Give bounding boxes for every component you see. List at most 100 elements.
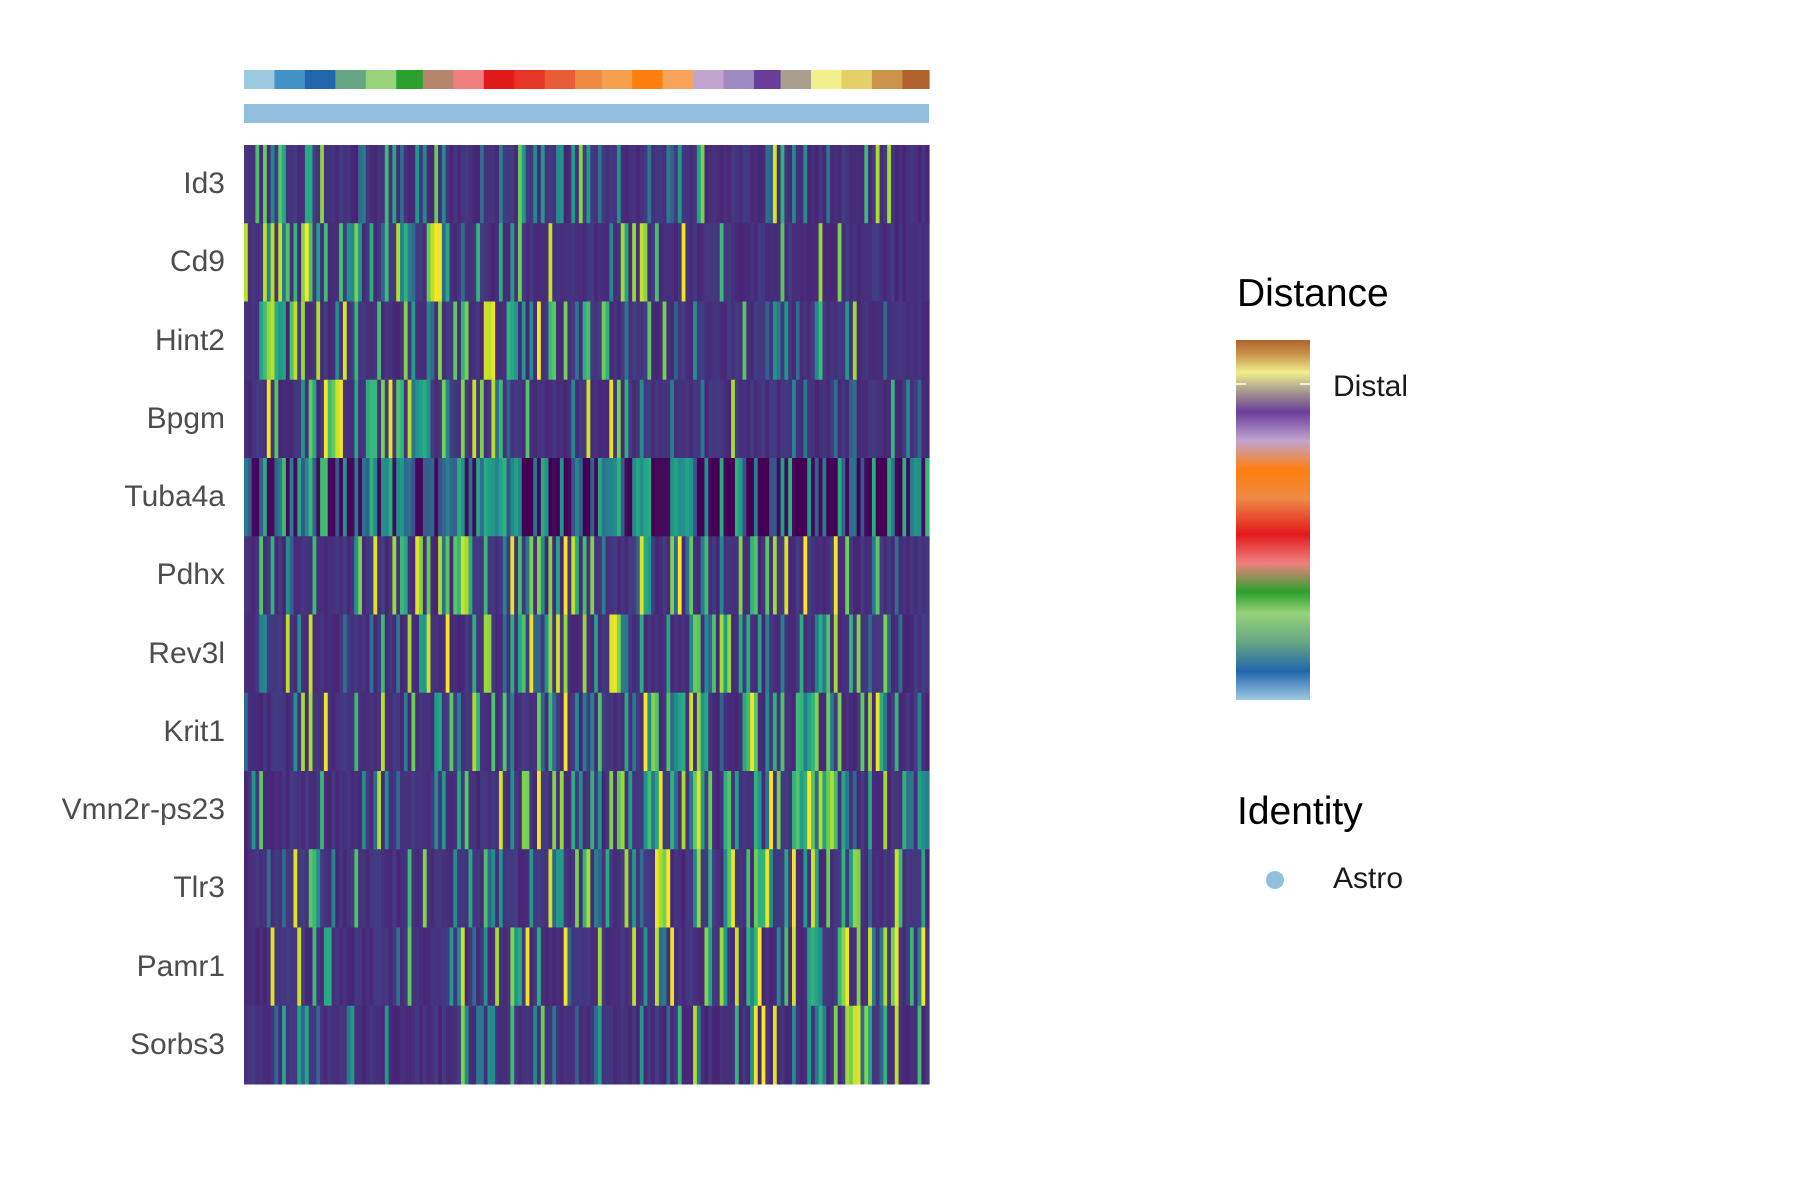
heatmap-cell bbox=[590, 379, 595, 459]
heatmap-cell bbox=[727, 379, 732, 459]
heatmap-cell bbox=[890, 1005, 896, 1085]
heatmap-cell bbox=[335, 223, 340, 302]
distance-annotation-cell bbox=[594, 70, 599, 89]
heatmap-cell bbox=[913, 614, 919, 694]
heatmap-cell bbox=[613, 458, 618, 537]
heatmap-cell bbox=[860, 849, 865, 928]
heatmap-cell bbox=[464, 849, 470, 928]
distance-annotation-cell bbox=[327, 70, 333, 89]
heatmap-cell bbox=[293, 145, 298, 224]
heatmap-cell bbox=[472, 301, 477, 381]
heatmap-cell bbox=[807, 458, 812, 537]
heatmap-cell bbox=[411, 927, 416, 1007]
heatmap-cell bbox=[434, 145, 439, 224]
heatmap-cell bbox=[434, 301, 439, 381]
distance-annotation-cell bbox=[259, 70, 264, 89]
distance-annotation-cell bbox=[719, 70, 725, 89]
heatmap-cell bbox=[906, 145, 911, 224]
heatmap-cell bbox=[818, 692, 824, 772]
heatmap-cell bbox=[670, 771, 675, 850]
heatmap-cell bbox=[849, 927, 854, 1007]
heatmap-cell bbox=[537, 379, 542, 459]
heatmap-cell bbox=[723, 379, 728, 459]
heatmap-cell bbox=[521, 458, 527, 537]
heatmap-cell bbox=[331, 849, 336, 928]
heatmap-cell bbox=[346, 145, 352, 224]
heatmap-cell bbox=[875, 379, 881, 459]
heatmap-cell bbox=[807, 1005, 812, 1085]
heatmap-cell bbox=[647, 614, 652, 694]
heatmap-cell bbox=[312, 145, 317, 224]
heatmap-cell bbox=[358, 927, 363, 1007]
heatmap-cell bbox=[666, 1005, 671, 1085]
heatmap-cell bbox=[837, 692, 843, 772]
heatmap-cell bbox=[472, 692, 477, 772]
heatmap-cell bbox=[715, 692, 721, 772]
heatmap-cell bbox=[620, 771, 626, 850]
heatmap-cell bbox=[472, 223, 477, 302]
heatmap-cell bbox=[731, 223, 736, 302]
heatmap-cell bbox=[582, 771, 588, 850]
heatmap-cell bbox=[830, 849, 835, 928]
heatmap-cell bbox=[613, 927, 618, 1007]
heatmap-cell bbox=[384, 536, 390, 615]
heatmap-cell bbox=[304, 771, 310, 850]
heatmap-cell bbox=[913, 145, 919, 224]
heatmap-cell bbox=[658, 458, 664, 537]
heatmap-cell bbox=[464, 614, 470, 694]
heatmap-cell bbox=[674, 379, 679, 459]
heatmap-cell bbox=[792, 614, 797, 694]
heatmap-cell bbox=[441, 849, 447, 928]
heatmap-cell bbox=[323, 692, 329, 772]
heatmap-cell bbox=[738, 849, 744, 928]
heatmap-cell bbox=[552, 849, 557, 928]
heatmap-cell bbox=[658, 145, 664, 224]
heatmap-cell bbox=[898, 301, 903, 381]
distance-annotation-cell bbox=[814, 70, 820, 89]
heatmap-cell bbox=[689, 536, 694, 615]
heatmap-cell bbox=[361, 614, 367, 694]
heatmap-cell bbox=[537, 1005, 542, 1085]
heatmap-cell bbox=[578, 771, 584, 850]
heatmap-cell bbox=[441, 614, 447, 694]
heatmap-cell bbox=[826, 536, 831, 615]
heatmap-cell bbox=[293, 223, 298, 302]
heatmap-cell bbox=[799, 458, 805, 537]
heatmap-cell bbox=[316, 536, 321, 615]
heatmap-cell bbox=[578, 145, 584, 224]
heatmap-cell bbox=[647, 145, 652, 224]
heatmap-cell bbox=[415, 458, 420, 537]
heatmap-cell bbox=[540, 1005, 546, 1085]
heatmap-cell bbox=[826, 145, 831, 224]
heatmap-cell bbox=[392, 458, 397, 537]
heatmap-cell bbox=[521, 536, 527, 615]
heatmap-cells bbox=[244, 145, 930, 1085]
heatmap-cell bbox=[734, 301, 740, 381]
heatmap-cell bbox=[445, 223, 451, 302]
heatmap-cell bbox=[498, 379, 504, 459]
heatmap-cell bbox=[765, 536, 770, 615]
distance-annotation-cell bbox=[582, 70, 588, 89]
heatmap-cell bbox=[715, 458, 721, 537]
heatmap-cell bbox=[479, 145, 485, 224]
heatmap-cell bbox=[571, 301, 576, 381]
heatmap-cell bbox=[879, 849, 884, 928]
heatmap-cell bbox=[415, 849, 420, 928]
heatmap-cell bbox=[320, 771, 325, 850]
heatmap-cell bbox=[472, 927, 477, 1007]
heatmap-cell bbox=[841, 223, 846, 302]
heatmap-cell bbox=[605, 849, 610, 928]
heatmap-cell bbox=[575, 849, 580, 928]
heatmap-cell bbox=[693, 614, 698, 694]
heatmap-cell bbox=[457, 223, 462, 302]
heatmap-cell bbox=[491, 927, 496, 1007]
heatmap-cell bbox=[270, 145, 276, 224]
heatmap-cell bbox=[586, 849, 591, 928]
distance-annotation-cell bbox=[860, 70, 865, 89]
heatmap-cell bbox=[518, 301, 523, 381]
heatmap-cell bbox=[746, 1005, 751, 1085]
heatmap-cell bbox=[255, 1005, 260, 1085]
heatmap-cell bbox=[879, 301, 884, 381]
heatmap-cell bbox=[381, 771, 386, 850]
heatmap-cell bbox=[879, 614, 884, 694]
